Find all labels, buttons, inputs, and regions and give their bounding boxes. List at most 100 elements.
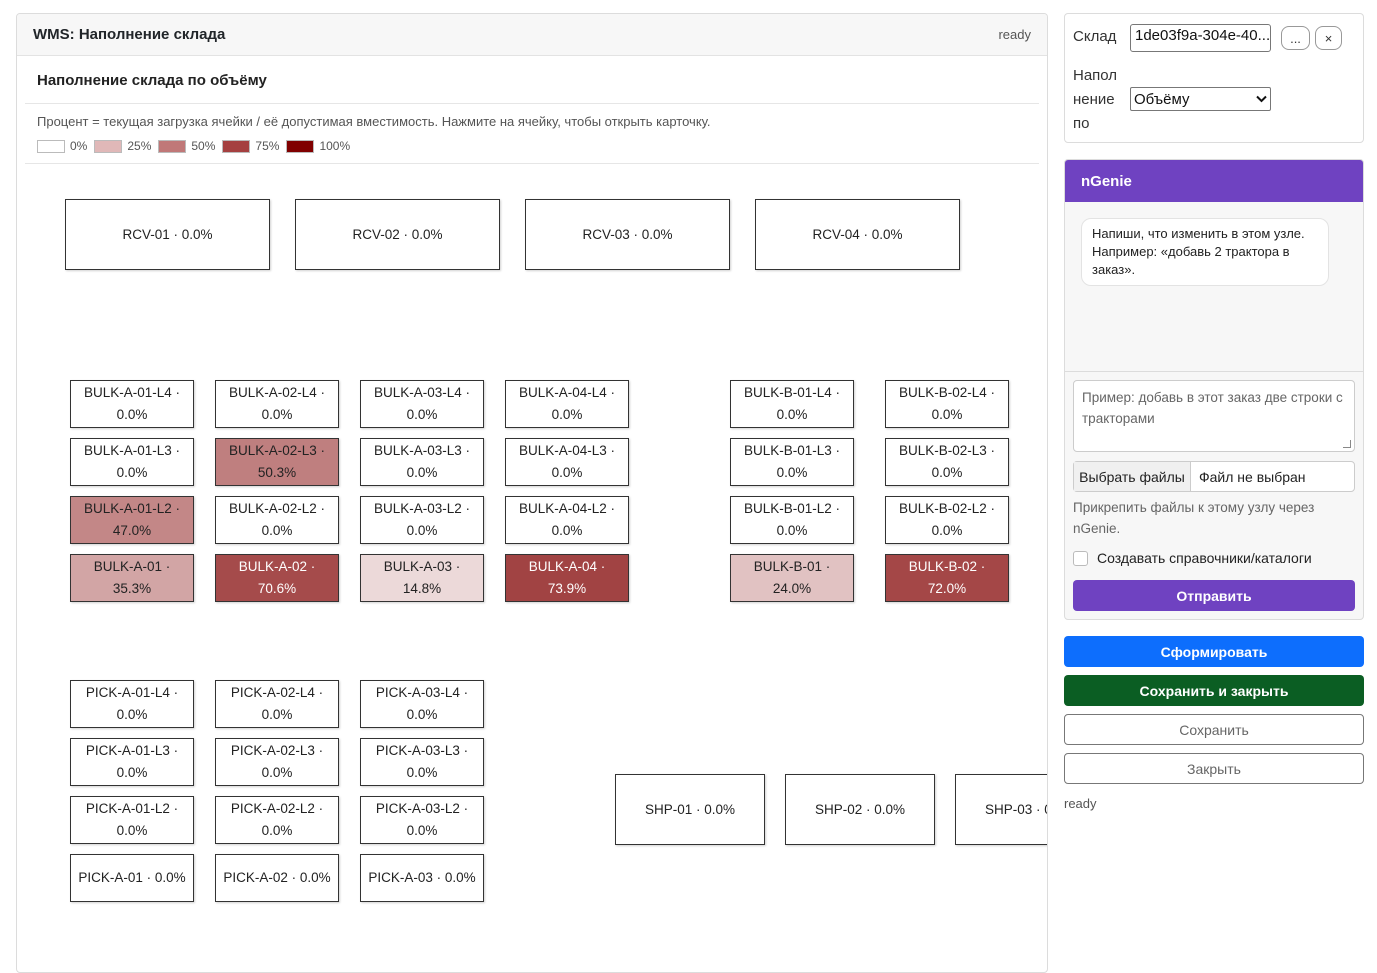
storage-cell[interactable]: BULK-B-02-L2 · 0.0% xyxy=(885,496,1009,544)
storage-cell[interactable]: BULK-B-01-L4 · 0.0% xyxy=(730,380,854,428)
resize-grip-icon[interactable] xyxy=(1343,440,1351,448)
storage-cell[interactable]: PICK-A-01-L2 · 0.0% xyxy=(70,796,194,844)
storage-cell[interactable]: RCV-02 · 0.0% xyxy=(295,199,500,270)
legend-label: 25% xyxy=(127,139,152,153)
cell-label: BULK-A-03-L2 · 0.0% xyxy=(374,498,470,542)
cell-label: PICK-A-01 · 0.0% xyxy=(78,867,185,889)
storage-cell[interactable]: PICK-A-03-L4 · 0.0% xyxy=(360,680,484,728)
legend-label: 50% xyxy=(191,139,216,153)
storage-cell[interactable]: BULK-B-02-L3 · 0.0% xyxy=(885,438,1009,486)
cell-fill-percent: 0.0% xyxy=(116,823,148,838)
storage-cell[interactable]: PICK-A-01 · 0.0% xyxy=(70,854,194,902)
storage-cell[interactable]: PICK-A-03-L3 · 0.0% xyxy=(360,738,484,786)
cell-label: BULK-B-02-L3 · 0.0% xyxy=(899,440,995,484)
attach-help: Прикрепить файлы к этому узлу через nGen… xyxy=(1073,500,1315,536)
cell-code: BULK-B-01-L3 · xyxy=(743,443,841,458)
send-button[interactable]: Отправить xyxy=(1073,580,1355,611)
cell-code: SHP-03 · 0.0% xyxy=(984,801,1047,817)
storage-cell[interactable]: BULK-B-01-L3 · 0.0% xyxy=(730,438,854,486)
cell-code: BULK-A-04-L3 · xyxy=(518,443,616,458)
cell-label: BULK-B-02 · 72.0% xyxy=(888,556,1006,600)
cell-code: PICK-A-01 · 0.0% xyxy=(78,870,186,885)
storage-cell[interactable]: BULK-A-03 · 14.8% xyxy=(360,554,484,602)
storage-cell[interactable]: PICK-A-02-L3 · 0.0% xyxy=(215,738,339,786)
cell-code: RCV-03 · 0.0% xyxy=(582,226,673,242)
storage-cell[interactable]: BULK-A-04 · 73.9% xyxy=(505,554,629,602)
cell-label: PICK-A-02-L3 · 0.0% xyxy=(231,740,323,784)
warehouse-input[interactable]: 1de03f9a-304e-40... xyxy=(1130,24,1271,52)
storage-cell[interactable]: BULK-A-01-L3 · 0.0% xyxy=(70,438,194,486)
storage-cell[interactable]: RCV-03 · 0.0% xyxy=(525,199,730,270)
section-heading: Наполнение склада по объёму xyxy=(37,72,267,89)
storage-cell[interactable]: BULK-A-03-L3 · 0.0% xyxy=(360,438,484,486)
divider xyxy=(25,163,1039,164)
storage-cell[interactable]: RCV-01 · 0.0% xyxy=(65,199,270,270)
legend-item: 75% xyxy=(222,139,279,153)
cell-fill-percent: 0.0% xyxy=(406,707,438,722)
storage-cell[interactable]: SHP-02 · 0.0% xyxy=(785,774,935,845)
ngenie-prompt-placeholder: Пример: добавь в этот заказ две строки с… xyxy=(1082,390,1343,426)
storage-cell[interactable]: PICK-A-02-L2 · 0.0% xyxy=(215,796,339,844)
storage-cell[interactable]: BULK-B-01 · 24.0% xyxy=(730,554,854,602)
storage-cell[interactable]: BULK-A-03-L2 · 0.0% xyxy=(360,496,484,544)
cell-label: BULK-A-03-L4 · 0.0% xyxy=(374,382,470,426)
cell-code: SHP-02 · 0.0% xyxy=(814,801,906,817)
file-input[interactable]: Выбрать файлы Файл не выбран xyxy=(1073,461,1355,492)
storage-cell[interactable]: PICK-A-02-L4 · 0.0% xyxy=(215,680,339,728)
storage-cell[interactable]: BULK-A-02-L2 · 0.0% xyxy=(215,496,339,544)
storage-cell[interactable]: BULK-A-04-L2 · 0.0% xyxy=(505,496,629,544)
storage-cell[interactable]: PICK-A-01-L3 · 0.0% xyxy=(70,738,194,786)
save-and-close-button[interactable]: Сохранить и закрыть xyxy=(1064,675,1364,706)
storage-cell[interactable]: BULK-A-04-L3 · 0.0% xyxy=(505,438,629,486)
storage-cell[interactable]: SHP-03 · 0.0% xyxy=(955,774,1047,845)
storage-cell[interactable]: BULK-A-04-L4 · 0.0% xyxy=(505,380,629,428)
cell-fill-percent: 0.0% xyxy=(261,765,293,780)
storage-cell[interactable]: SHP-01 · 0.0% xyxy=(615,774,765,845)
storage-cell[interactable]: BULK-A-01-L4 · 0.0% xyxy=(70,380,194,428)
cell-fill-percent: 0.0% xyxy=(116,465,148,480)
fill-map-panel: WMS: Наполнение склада ready Наполнение … xyxy=(16,13,1048,973)
storage-cell[interactable]: BULK-A-03-L4 · 0.0% xyxy=(360,380,484,428)
cell-code: PICK-A-03 · 0.0% xyxy=(368,870,476,885)
storage-cell[interactable]: RCV-04 · 0.0% xyxy=(755,199,960,270)
storage-cell[interactable]: PICK-A-03-L2 · 0.0% xyxy=(360,796,484,844)
cell-label: BULK-B-01-L2 · 0.0% xyxy=(744,498,840,542)
storage-cell[interactable]: BULK-B-01-L2 · 0.0% xyxy=(730,496,854,544)
cell-code: PICK-A-02-L4 · xyxy=(230,685,324,700)
cell-fill-percent: 35.3% xyxy=(112,581,152,596)
storage-cell[interactable]: BULK-A-02-L4 · 0.0% xyxy=(215,380,339,428)
generate-button[interactable]: Сформировать xyxy=(1064,636,1364,667)
storage-cell[interactable]: PICK-A-03 · 0.0% xyxy=(360,854,484,902)
storage-cell[interactable]: BULK-A-02 · 70.6% xyxy=(215,554,339,602)
storage-cell[interactable]: BULK-A-02-L3 · 50.3% xyxy=(215,438,339,486)
cell-label: PICK-A-02-L4 · 0.0% xyxy=(231,682,323,726)
storage-cell[interactable]: BULK-B-02 · 72.0% xyxy=(885,554,1009,602)
cell-label: SHP-03 · 0.0% xyxy=(984,799,1047,821)
cell-code: BULK-A-04-L4 · xyxy=(518,385,616,400)
choose-files-button[interactable]: Выбрать файлы xyxy=(1074,462,1191,491)
ngenie-card: nGenie Напиши, что изменить в этом узле.… xyxy=(1064,159,1364,620)
clear-button[interactable]: × xyxy=(1315,26,1342,50)
cell-fill-percent: 0.0% xyxy=(931,465,963,480)
storage-cell[interactable]: BULK-B-02-L4 · 0.0% xyxy=(885,380,1009,428)
browse-button[interactable]: ... xyxy=(1281,26,1310,50)
storage-cell[interactable]: BULK-A-01 · 35.3% xyxy=(70,554,194,602)
cell-code: BULK-B-02 · 72.0% xyxy=(908,559,986,596)
cell-fill-percent: 0.0% xyxy=(776,465,808,480)
divider xyxy=(25,103,1039,104)
cell-fill-percent: 70.6% xyxy=(257,581,297,596)
cell-fill-percent: 0.0% xyxy=(931,407,963,422)
ngenie-title: nGenie xyxy=(1065,160,1363,202)
ngenie-prompt-input[interactable]: Пример: добавь в этот заказ две строки с… xyxy=(1073,380,1355,452)
storage-cell[interactable]: PICK-A-01-L4 · 0.0% xyxy=(70,680,194,728)
storage-cell[interactable]: BULK-A-01-L2 · 47.0% xyxy=(70,496,194,544)
checkbox[interactable] xyxy=(1073,550,1088,566)
create-catalogs-checkbox[interactable]: Создавать справочники/каталоги xyxy=(1073,550,1312,566)
cell-code: PICK-A-01-L2 · xyxy=(85,801,179,816)
legend-item: 25% xyxy=(94,139,151,153)
close-button[interactable]: Закрыть xyxy=(1064,753,1364,784)
fill-by-select[interactable]: Объёму xyxy=(1130,87,1271,111)
cell-label: RCV-01 · 0.0% xyxy=(122,224,212,246)
save-button[interactable]: Сохранить xyxy=(1064,714,1364,745)
storage-cell[interactable]: PICK-A-02 · 0.0% xyxy=(215,854,339,902)
